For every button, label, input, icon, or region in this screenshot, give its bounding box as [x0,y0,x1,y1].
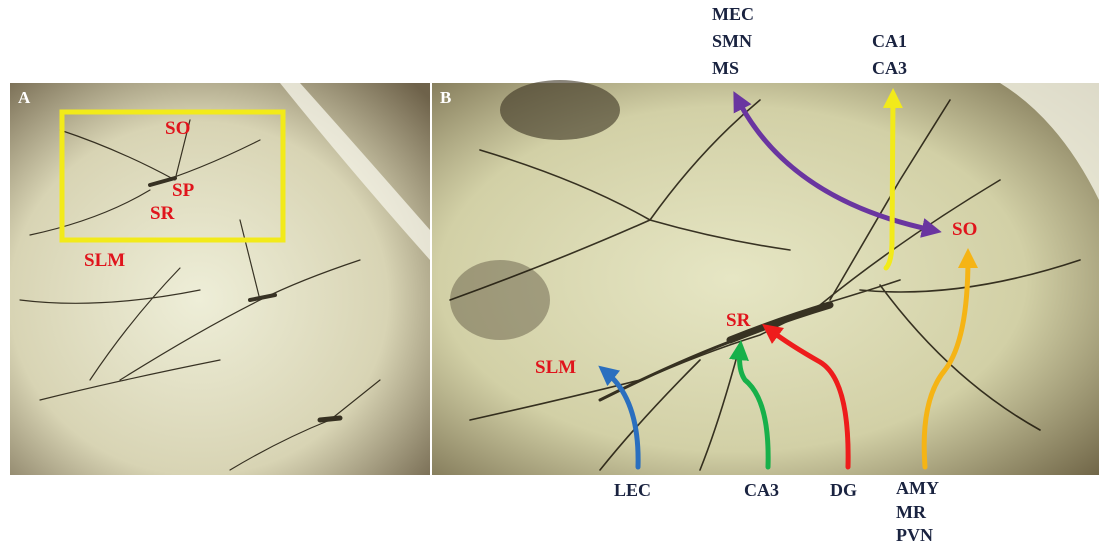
arrow [882,88,903,271]
layer-label: SLM [84,250,125,271]
source-label: SMN [712,31,752,51]
source-label: MS [712,58,739,78]
arrow [761,324,851,470]
layer-label: SO [165,118,190,139]
arrow [733,91,942,238]
panel-label: A [18,88,31,107]
source-label: LEC [614,480,651,500]
source-label: CA3 [872,58,907,78]
source-label: DG [830,480,857,500]
input-labels: MEC SMN MS CA1 CA3 LEC CA3 DG AMY MR PVN [614,4,939,545]
panel-b: B SO SR SLM [432,80,1099,475]
zoom-box [59,109,286,243]
source-label: AMY [896,478,939,498]
micrograph-a [10,83,430,475]
layer-label: SR [150,203,175,224]
layer-label: SR [726,310,751,331]
source-label: CA1 [872,31,907,51]
arrow [921,248,978,470]
layer-label: SO [952,219,977,240]
panel-label: B [440,88,451,107]
arrow [598,365,641,470]
arrow [729,340,771,470]
panel-a: A SO SP SR SLM [10,83,430,475]
layer-label: SP [172,180,195,201]
layer-label: SLM [535,357,576,378]
source-label: MEC [712,4,754,24]
source-label: MR [896,502,927,522]
source-label: PVN [896,525,933,545]
source-label: CA3 [744,480,779,500]
